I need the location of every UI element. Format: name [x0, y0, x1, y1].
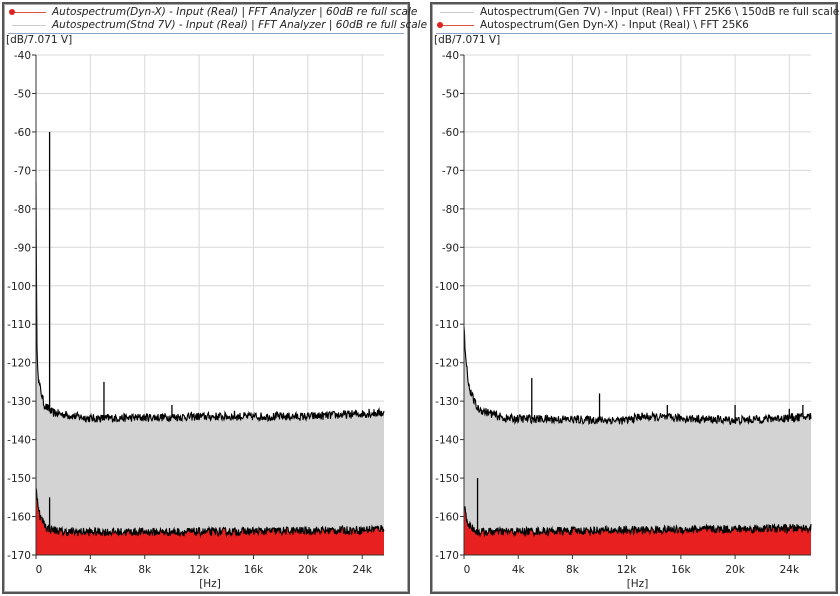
series-trace-1	[35, 181, 385, 423]
y-tick-label: -110	[7, 319, 31, 331]
y-tick-label: -60	[442, 127, 459, 139]
left-spectrum-panel: Autospectrum(Dyn-X) - Input (Real) | FFT…	[2, 2, 427, 594]
y-tick-label: -150	[435, 473, 459, 485]
y-tick-label: -100	[435, 281, 459, 293]
y-tick-label: -100	[7, 281, 31, 293]
series-trace-0	[463, 326, 812, 426]
gray-line-marker-icon	[12, 25, 46, 26]
right-spectrum-panel: Autospectrum(Gen 7V) - Input (Real) \ FF…	[430, 2, 839, 594]
x-tick-label: 0	[36, 564, 43, 576]
x-tick-label: 4k	[84, 564, 98, 576]
x-tick-label: 24k	[353, 564, 373, 576]
y-tick-label: -160	[435, 512, 459, 524]
y-tick-label: -140	[7, 435, 31, 447]
x-tick-label: 12k	[617, 564, 637, 576]
series-fill-0	[464, 326, 811, 555]
y-tick-label: -40	[442, 50, 459, 62]
y-tick-label: -140	[435, 435, 459, 447]
x-tick-label: 16k	[671, 564, 691, 576]
y-tick-label: -80	[14, 204, 31, 216]
y-tick-label: -110	[435, 319, 459, 331]
y-tick-label: -120	[435, 358, 459, 370]
y-tick-label: -60	[14, 127, 31, 139]
series-trace-1	[463, 506, 812, 538]
x-tick-label: 20k	[298, 564, 318, 576]
series-fill-1	[36, 181, 384, 555]
legend: Autospectrum(Gen 7V) - Input (Real) \ FF…	[436, 6, 839, 34]
x-tick-label: 8k	[566, 564, 580, 576]
series-fill-0	[36, 487, 384, 555]
legend-label: Autospectrum(Gen Dyn-X) - Input (Real) \…	[480, 19, 749, 31]
y-unit-label: [dB/7.071 V]	[6, 34, 72, 46]
series-trace-0	[35, 487, 385, 538]
y-tick-label: -170	[7, 550, 31, 562]
y-tick-label: -80	[442, 204, 459, 216]
y-tick-label: -70	[442, 165, 459, 177]
x-tick-label: 20k	[725, 564, 745, 576]
red-line-marker-icon	[9, 9, 46, 15]
y-tick-label: -150	[7, 473, 31, 485]
legend-item[interactable]: Autospectrum(Gen Dyn-X) - Input (Real) \…	[436, 19, 832, 32]
y-tick-label: -40	[14, 50, 31, 62]
y-tick-label: -130	[7, 396, 31, 408]
y-tick-label: -170	[435, 550, 459, 562]
legend-label: Autospectrum(Stnd 7V) - Input (Real) | F…	[52, 19, 428, 31]
legend-label: Autospectrum(Gen 7V) - Input (Real) \ FF…	[480, 6, 840, 18]
y-tick-label: -120	[7, 358, 31, 370]
legend: Autospectrum(Dyn-X) - Input (Real) | FFT…	[8, 6, 427, 34]
y-tick-label: -130	[435, 396, 459, 408]
x-unit-label: [Hz]	[627, 578, 649, 590]
y-tick-label: -90	[442, 242, 459, 254]
y-tick-label: -50	[14, 88, 31, 100]
legend-item[interactable]: Autospectrum(Gen 7V) - Input (Real) \ FF…	[436, 6, 839, 19]
x-tick-label: 8k	[138, 564, 152, 576]
x-unit-label: [Hz]	[199, 578, 221, 590]
red-line-marker-icon	[437, 22, 474, 28]
legend-item[interactable]: Autospectrum(Stnd 7V) - Input (Real) | F…	[8, 19, 427, 32]
x-tick-label: 16k	[244, 564, 264, 576]
y-unit-label: [dB/7.071 V]	[434, 34, 500, 46]
x-tick-label: 12k	[189, 564, 209, 576]
y-tick-label: -70	[14, 165, 31, 177]
y-tick-label: -90	[14, 242, 31, 254]
y-tick-label: -160	[7, 512, 31, 524]
gray-line-marker-icon	[440, 12, 474, 13]
spectrum-plot: [dB/7.071 V] -40 -50 -60 -70 -80 -90 -100 -110 -1…	[434, 34, 812, 590]
x-tick-label: 24k	[780, 564, 800, 576]
spectrum-plot: [dB/7.071 V] -40 -50 -60 -70 -80 -90 -100 -110 -1…	[6, 34, 385, 590]
x-tick-label: 0	[464, 564, 471, 576]
x-tick-label: 4k	[512, 564, 526, 576]
y-tick-label: -50	[442, 88, 459, 100]
legend-item[interactable]: Autospectrum(Dyn-X) - Input (Real) | FFT…	[8, 6, 417, 19]
legend-label: Autospectrum(Dyn-X) - Input (Real) | FFT…	[52, 6, 418, 18]
